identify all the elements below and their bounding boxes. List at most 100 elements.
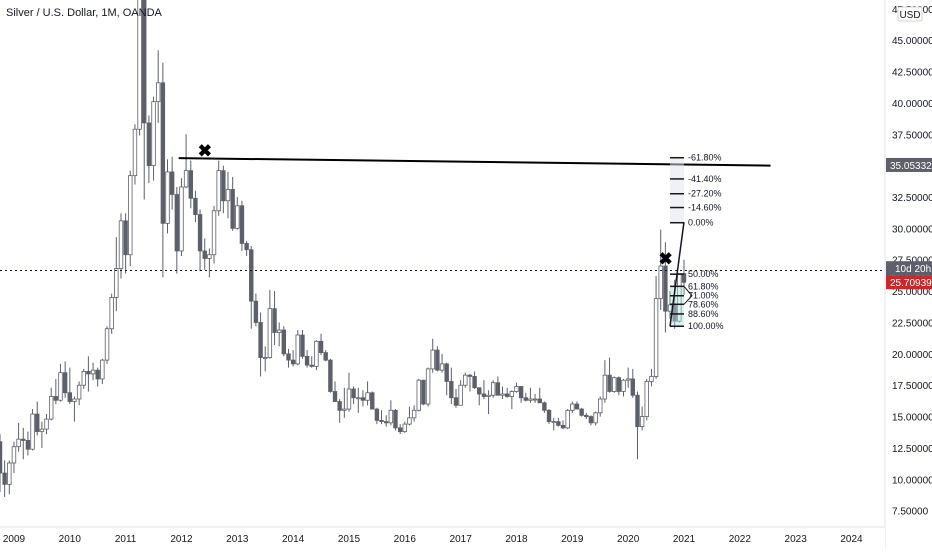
candle-body <box>463 374 468 386</box>
candle-body <box>490 382 496 396</box>
candle <box>202 238 207 270</box>
candle-body <box>528 398 533 401</box>
candle <box>607 357 612 393</box>
price-axis[interactable]: 7.50000 10.00000 12.50000 15.00000 17.50000 2… <box>884 0 932 550</box>
candle <box>132 124 138 185</box>
candle-body <box>607 374 612 392</box>
time-tick-label: 2021 <box>673 534 696 545</box>
price-tag-label: 35.05332 <box>890 161 932 172</box>
time-tick-label: 2011 <box>115 534 137 545</box>
candle <box>635 391 640 460</box>
candle-body <box>35 413 40 433</box>
candle <box>351 386 356 405</box>
price-tag[interactable]: 35.05332 <box>886 157 932 172</box>
candle-body <box>365 392 370 401</box>
candle-body <box>658 265 663 300</box>
candle-body <box>616 377 622 392</box>
candle <box>472 371 477 389</box>
candle-body <box>570 403 575 411</box>
candle-body <box>458 384 463 406</box>
candle-body <box>249 249 254 302</box>
candle-body <box>25 440 31 450</box>
candle-body <box>30 413 35 450</box>
candle-body <box>514 386 519 392</box>
price-tick-label: 17.50000 <box>892 381 932 392</box>
candle <box>616 376 622 396</box>
candle <box>263 346 268 372</box>
currency-badge[interactable]: USD <box>897 6 923 22</box>
price-tick-label: 7.50000 <box>892 507 929 518</box>
candle-body <box>67 392 72 402</box>
candle <box>653 276 659 379</box>
price-tick-label: 12.50000 <box>892 444 932 455</box>
candle-body <box>611 377 617 392</box>
candle-body <box>495 382 501 396</box>
price-tag[interactable]: 25.70939 <box>886 275 932 290</box>
candle <box>123 213 128 274</box>
candle-body <box>542 402 547 411</box>
candle <box>356 387 361 413</box>
candle-body <box>653 298 659 377</box>
candle-body <box>411 409 417 419</box>
candle-body <box>644 381 649 417</box>
fib-level-label: 71.00% <box>688 291 719 301</box>
markers-layer: ✖✖ <box>198 142 673 269</box>
candle-body <box>328 359 333 392</box>
candle <box>239 200 245 251</box>
candle-body <box>546 409 552 422</box>
candle <box>370 391 375 410</box>
candle <box>598 396 603 417</box>
fib-level-label: 0.00% <box>688 218 714 228</box>
candle-body <box>425 368 431 405</box>
candle <box>104 326 110 364</box>
time-tick-label: 2014 <box>282 534 305 545</box>
candle-body <box>342 408 347 411</box>
candle <box>365 381 370 406</box>
candle-body <box>300 334 305 357</box>
candle <box>137 0 142 136</box>
candle-body <box>337 401 342 411</box>
currency-badge-label: USD <box>899 10 920 21</box>
fib-retracement[interactable]: -61.80% -41.40% -27.20% -14.60% 0.00% 50.00% 6… <box>669 153 724 332</box>
candle-body <box>588 416 594 424</box>
candle-body <box>155 82 161 103</box>
candle <box>109 293 114 334</box>
countdown-label: 10d 20h <box>895 264 931 275</box>
candle-body <box>207 254 212 259</box>
candle-body <box>286 353 291 361</box>
candle-body <box>532 398 538 401</box>
candle-body <box>151 101 156 167</box>
candle-body <box>430 349 435 370</box>
candle <box>53 378 59 405</box>
fib-connector <box>683 286 693 305</box>
candle <box>76 381 82 406</box>
candle <box>463 372 468 388</box>
candle-body <box>304 355 310 366</box>
candle <box>332 381 338 402</box>
candle-body <box>39 428 45 433</box>
candle <box>286 348 291 368</box>
price-tick-label: 45.00000 <box>892 36 932 47</box>
candle <box>560 420 566 430</box>
candle-body <box>649 376 654 382</box>
candle-body <box>393 409 398 429</box>
candle-body <box>551 421 556 424</box>
candle-body <box>276 329 282 333</box>
fib-level-label: -41.40% <box>688 174 722 184</box>
candle <box>179 178 184 256</box>
candle-body <box>504 393 510 397</box>
candle-body <box>556 421 561 426</box>
candle <box>146 115 152 184</box>
candle <box>630 368 635 398</box>
candle-body <box>444 363 449 382</box>
candle-body <box>639 416 645 428</box>
price-tag-box <box>886 157 932 172</box>
time-tick-label: 2022 <box>729 534 752 545</box>
fib-level-label: 78.60% <box>688 299 719 309</box>
candle-body <box>332 391 338 402</box>
time-axis[interactable]: 2009 2010 2011 2012 2013 2014 2015 2016 2017 2018… <box>0 526 885 550</box>
candle-body <box>295 334 300 365</box>
candle <box>118 213 124 279</box>
